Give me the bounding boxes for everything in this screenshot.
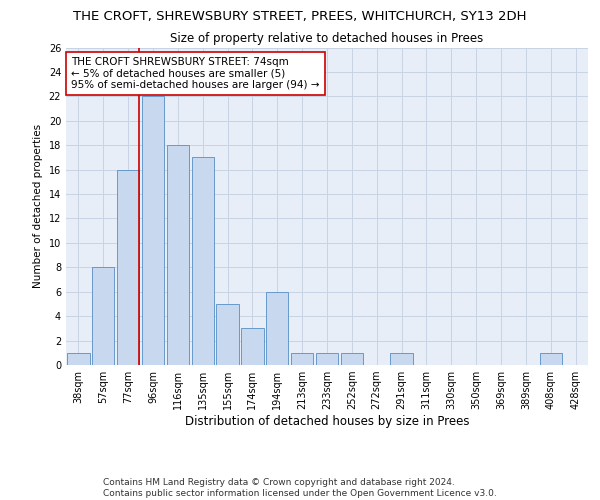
Bar xyxy=(67,353,89,365)
Bar xyxy=(341,353,363,365)
Bar xyxy=(142,96,164,365)
Bar xyxy=(391,353,413,365)
Bar xyxy=(117,170,139,365)
X-axis label: Distribution of detached houses by size in Prees: Distribution of detached houses by size … xyxy=(185,415,469,428)
Title: Size of property relative to detached houses in Prees: Size of property relative to detached ho… xyxy=(170,32,484,45)
Y-axis label: Number of detached properties: Number of detached properties xyxy=(33,124,43,288)
Bar xyxy=(92,268,115,365)
Bar xyxy=(539,353,562,365)
Bar xyxy=(217,304,239,365)
Text: Contains HM Land Registry data © Crown copyright and database right 2024.
Contai: Contains HM Land Registry data © Crown c… xyxy=(103,478,497,498)
Text: THE CROFT, SHREWSBURY STREET, PREES, WHITCHURCH, SY13 2DH: THE CROFT, SHREWSBURY STREET, PREES, WHI… xyxy=(73,10,527,23)
Text: THE CROFT SHREWSBURY STREET: 74sqm
← 5% of detached houses are smaller (5)
95% o: THE CROFT SHREWSBURY STREET: 74sqm ← 5% … xyxy=(71,57,320,90)
Bar xyxy=(291,353,313,365)
Bar xyxy=(241,328,263,365)
Bar xyxy=(316,353,338,365)
Bar xyxy=(167,145,189,365)
Bar xyxy=(266,292,289,365)
Bar xyxy=(191,158,214,365)
